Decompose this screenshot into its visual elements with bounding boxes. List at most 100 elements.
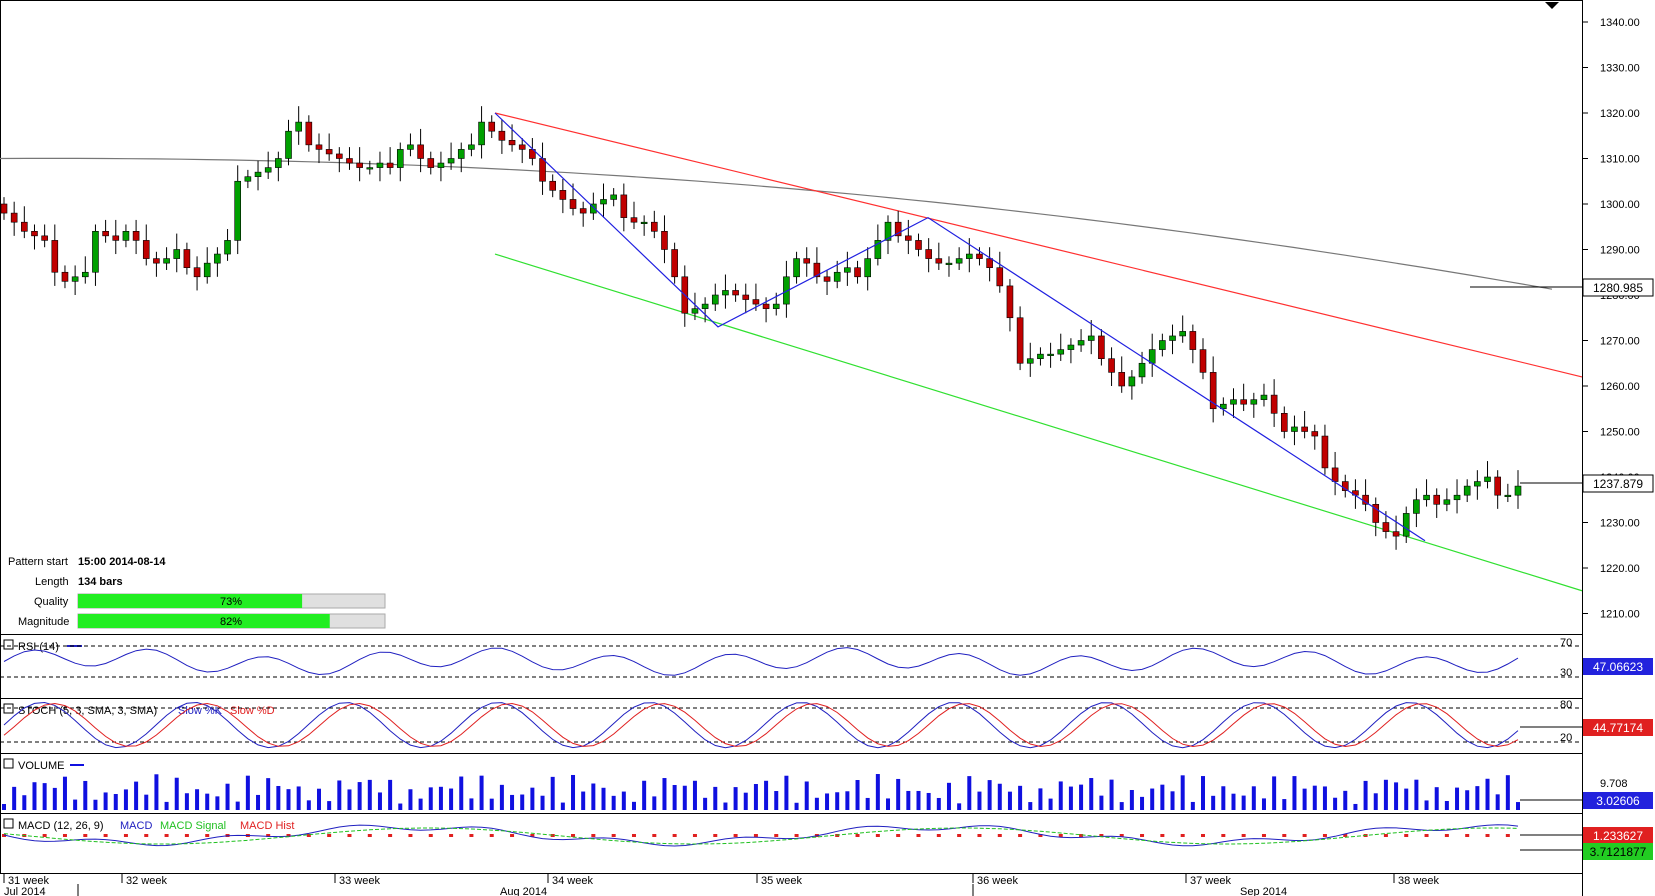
volume-bar xyxy=(1109,779,1114,810)
week-label: 32 week xyxy=(126,875,167,887)
volume-bar xyxy=(916,790,921,810)
candle-body xyxy=(1311,431,1319,437)
macd-hist-bar xyxy=(1383,834,1388,837)
volume-bar xyxy=(926,792,931,810)
candle xyxy=(976,247,983,266)
candle xyxy=(1423,479,1430,507)
volume-bar xyxy=(886,798,891,810)
volume-bar xyxy=(1434,787,1439,810)
candle-body xyxy=(1098,335,1105,360)
volume-bar xyxy=(1465,790,1470,810)
candle xyxy=(864,247,871,291)
pattern-zigzag xyxy=(494,112,1426,542)
macd-hist-bar xyxy=(62,834,67,837)
volume-bar xyxy=(1099,795,1104,810)
candle xyxy=(1077,329,1085,352)
volume-bar xyxy=(682,785,687,810)
volume-bar xyxy=(1353,803,1358,810)
candle xyxy=(1006,279,1014,332)
volume-bar xyxy=(316,788,321,810)
candle-body xyxy=(1037,353,1044,359)
volume-bar xyxy=(1119,802,1124,810)
candle xyxy=(132,219,140,255)
candle xyxy=(244,169,252,189)
candle xyxy=(173,233,181,273)
candle xyxy=(915,233,922,257)
candle-body xyxy=(417,144,424,159)
candle-body xyxy=(244,176,252,182)
moving-average-line xyxy=(0,157,1553,290)
volume-bar xyxy=(449,788,454,810)
week-label: 34 week xyxy=(552,875,593,887)
candle xyxy=(793,251,800,284)
macd-hist-bar xyxy=(388,834,393,837)
volume-bar xyxy=(1394,782,1399,810)
candle-body xyxy=(51,240,59,273)
length-value: 134 bars xyxy=(78,576,123,588)
volume-bar xyxy=(743,792,748,810)
candle xyxy=(905,219,912,255)
candle-body xyxy=(1453,494,1461,501)
candle-body xyxy=(31,231,38,237)
volume-bar xyxy=(1261,798,1266,810)
candle-body xyxy=(1423,494,1430,501)
candle-body xyxy=(1402,513,1410,537)
candle xyxy=(569,183,577,216)
macd-hist-bar xyxy=(164,834,169,837)
candle xyxy=(742,283,750,314)
candle xyxy=(224,229,231,261)
rsi-close-icon[interactable] xyxy=(3,639,14,650)
candle xyxy=(1118,356,1126,393)
macd-hist-bar xyxy=(144,834,149,837)
volume-bar xyxy=(215,796,220,810)
magnitude-bar xyxy=(78,614,330,628)
volume-bar xyxy=(32,782,37,810)
macd-hist-bar xyxy=(1099,834,1104,837)
volume-close-icon[interactable] xyxy=(3,758,14,769)
volume-bar xyxy=(1018,785,1023,810)
volume-bar xyxy=(276,785,281,810)
macd-panel: MACD (12, 26, 9) MACD MACD Signal MACD H… xyxy=(2,818,1653,860)
volume-bar xyxy=(377,792,382,810)
candle xyxy=(1260,383,1268,407)
candle-body xyxy=(275,158,282,168)
macd-hist-bar xyxy=(1302,834,1307,837)
ma-path xyxy=(0,157,1553,290)
candle xyxy=(823,269,831,295)
macd-hist-bar xyxy=(855,834,860,837)
macd-close-icon[interactable] xyxy=(3,818,14,829)
volume-bar xyxy=(1241,795,1246,810)
candle-body xyxy=(772,303,780,309)
candle xyxy=(1087,320,1095,355)
candle xyxy=(813,247,821,284)
collapse-arrow-icon[interactable] xyxy=(1545,2,1559,9)
volume-bar xyxy=(1221,786,1226,810)
candlesticks xyxy=(0,106,1522,550)
candle xyxy=(1199,338,1207,380)
volume-bar xyxy=(489,798,494,810)
pattern-info: Pattern start 15:00 2014-08-14 Length 13… xyxy=(8,556,386,629)
candle-body xyxy=(884,221,892,241)
candle xyxy=(620,183,628,232)
last-price-label: 1237.879 xyxy=(1593,477,1643,491)
volume-bar xyxy=(113,794,118,810)
candle-body xyxy=(559,190,567,200)
volume-bar xyxy=(144,794,149,810)
macd-hist-bar xyxy=(1282,834,1287,837)
volume-bar xyxy=(62,776,67,810)
candle-body xyxy=(102,231,109,237)
volume-bar xyxy=(703,797,708,810)
candle-body xyxy=(1199,349,1207,373)
candle xyxy=(1220,397,1227,416)
candle-body xyxy=(478,121,485,146)
rsi-panel: RSI (14) 70 30 47.06623 xyxy=(0,637,1653,679)
month-label: Aug 2014 xyxy=(500,886,547,896)
candle xyxy=(579,201,587,227)
pattern-start-value: 15:00 2014-08-14 xyxy=(78,556,166,568)
candle-body xyxy=(1118,372,1126,387)
candle xyxy=(955,247,963,270)
candle xyxy=(325,133,333,161)
volume-bar xyxy=(184,793,189,810)
candle-body xyxy=(214,253,221,264)
candle-body xyxy=(132,231,140,241)
